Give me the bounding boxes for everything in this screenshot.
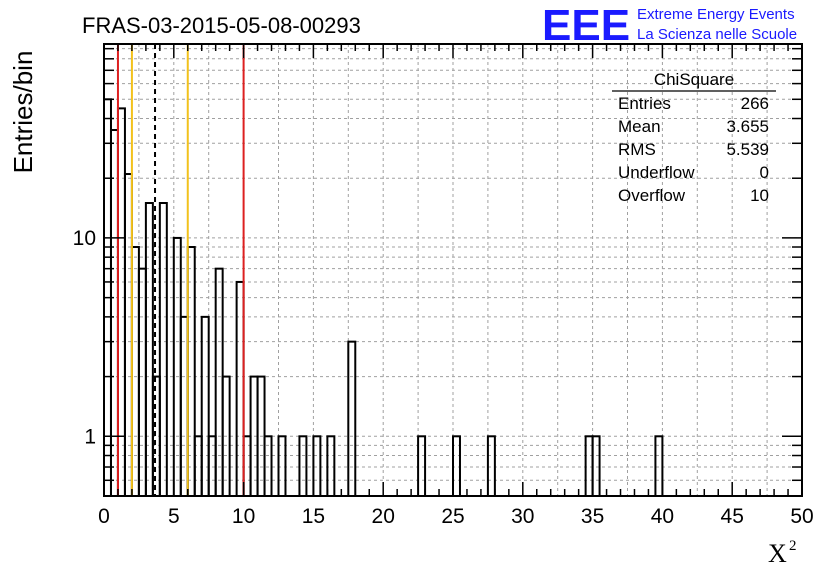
stats-row-value: 5.539 xyxy=(726,140,769,159)
stats-row-value: 0 xyxy=(760,163,769,182)
x-tick-label: 30 xyxy=(511,505,534,528)
x-tick-label: 40 xyxy=(651,505,674,528)
x-tick-label: 5 xyxy=(168,505,180,528)
stats-row-label: Mean xyxy=(618,117,661,136)
histogram-bin xyxy=(137,267,147,497)
grid xyxy=(104,44,802,496)
chart-title: FRAS-03-2015-05-08-00293 xyxy=(82,13,361,38)
stats-row-label: RMS xyxy=(618,140,656,159)
x-tick-label: 35 xyxy=(581,505,604,528)
stats-row-value: 3.655 xyxy=(726,117,769,136)
histogram-bin xyxy=(172,236,182,498)
y-axis-label: Entries/bin xyxy=(8,51,38,174)
x-tick-label: 50 xyxy=(790,505,813,528)
logo-text: EEE xyxy=(542,1,630,50)
stats-box: ChiSquare Entries 266 Mean 3.655 RMS 5.539 Und… xyxy=(612,70,776,205)
x-axis-label-base: X xyxy=(768,539,787,568)
histogram-bin xyxy=(130,246,140,497)
x-axis-label: X 2 xyxy=(768,538,797,568)
stats-row-value: 10 xyxy=(750,186,769,205)
histogram-bin xyxy=(179,315,189,497)
histogram-bin xyxy=(235,280,245,497)
x-tick-label: 15 xyxy=(302,505,325,528)
x-tick-label: 0 xyxy=(98,505,110,528)
histogram-bin xyxy=(347,340,357,497)
stats-row-label: Underflow xyxy=(618,163,695,182)
y-tick-label: 10 xyxy=(73,227,96,250)
x-tick-label: 45 xyxy=(721,505,744,528)
stats-rows: Entries 266 Mean 3.655 RMS 5.539 Underflow 0 Ove… xyxy=(618,94,769,205)
x-tick-label: 20 xyxy=(372,505,395,528)
x-tick-label: 10 xyxy=(232,505,255,528)
y-tick-label: 1 xyxy=(84,425,96,448)
histogram-bin xyxy=(116,107,126,497)
histogram-bin xyxy=(200,315,210,497)
x-tick-label: 25 xyxy=(441,505,464,528)
marker-lines xyxy=(116,44,245,496)
stats-title: ChiSquare xyxy=(654,70,734,89)
histogram-bin xyxy=(123,173,133,497)
x-axis-label-superscript: 2 xyxy=(789,538,797,554)
histogram-bin xyxy=(186,246,196,497)
logo-line-1: Extreme Energy Events xyxy=(637,6,795,23)
eee-logo: EEE Extreme Energy Events La Scienza nel… xyxy=(542,1,797,50)
axis-ticks xyxy=(103,44,803,496)
logo-line-2: La Scienza nelle Scuole xyxy=(637,26,797,43)
histogram-bin xyxy=(214,267,224,497)
stats-row-value: 266 xyxy=(741,94,769,113)
tick-labels: 0 5 10 15 20 25 30 35 40 45 50 1 10 xyxy=(73,227,814,528)
stats-row-label: Entries xyxy=(618,94,671,113)
stats-row-label: Overflow xyxy=(618,186,686,205)
histogram-bin xyxy=(109,129,119,497)
